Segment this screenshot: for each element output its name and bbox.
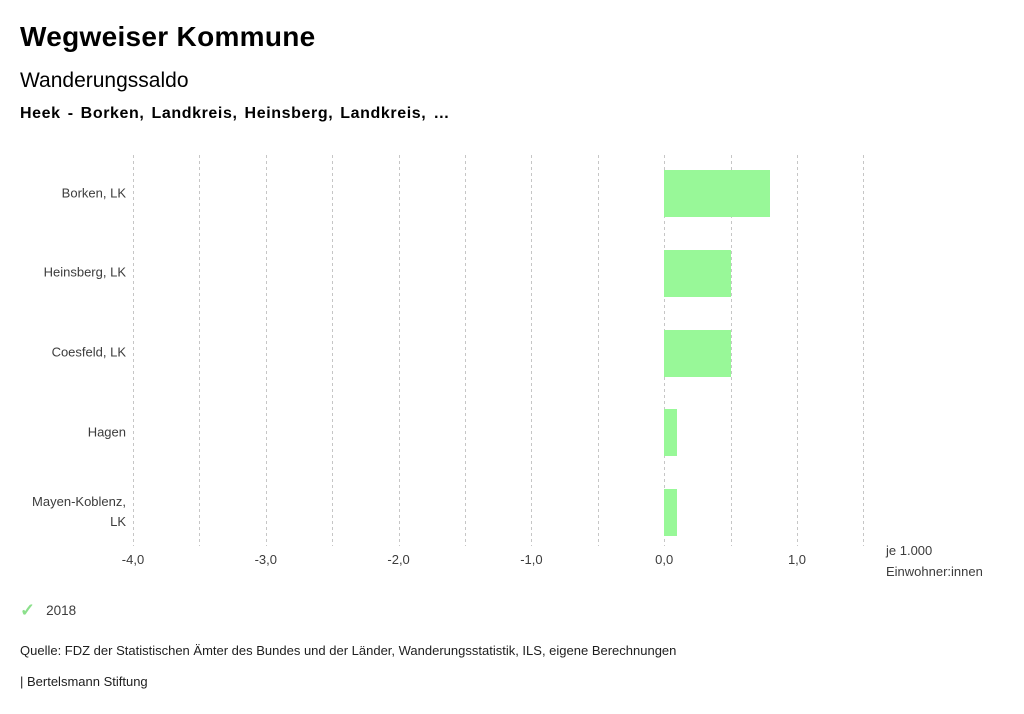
x-tick-label: 0,0 bbox=[655, 552, 674, 567]
page-title: Wegweiser Kommune bbox=[20, 21, 316, 52]
x-tick-label: 1,0 bbox=[787, 552, 807, 567]
category-label: Heinsberg, LK bbox=[43, 264, 126, 280]
x-tick-label: -2,0 bbox=[387, 552, 410, 567]
category-label: Hagen bbox=[87, 424, 126, 440]
bar[interactable] bbox=[664, 170, 771, 217]
gridline bbox=[597, 155, 599, 546]
category-label: Borken, LK bbox=[61, 185, 126, 201]
bar[interactable] bbox=[664, 409, 678, 457]
bar[interactable] bbox=[664, 329, 731, 377]
axis-unit-line-1: je 1.000 bbox=[886, 543, 933, 558]
gridline bbox=[797, 155, 798, 546]
gridline bbox=[133, 155, 134, 546]
gridline bbox=[265, 155, 267, 546]
gridline bbox=[863, 155, 865, 546]
category-label: Mayen-Koblenz, LK bbox=[32, 493, 126, 530]
category-label: Coesfeld, LK bbox=[51, 344, 126, 360]
legend-label: 2018 bbox=[46, 602, 77, 618]
x-tick-label: -4,0 bbox=[121, 552, 145, 567]
bar[interactable] bbox=[664, 489, 678, 536]
legend-item-2018[interactable]: ✓ 2018 bbox=[20, 601, 76, 619]
gridline bbox=[199, 155, 201, 546]
branding-text: | Bertelsmann Stiftung bbox=[20, 674, 148, 689]
comparison-subtitle: Heek - Borken, Landkreis, Heinsberg, Lan… bbox=[20, 105, 450, 122]
gridline bbox=[531, 155, 533, 546]
x-tick-label: -1,0 bbox=[520, 552, 543, 567]
source-text: Quelle: FDZ der Statistischen Ämter des … bbox=[20, 643, 677, 658]
axis-unit-label: je 1.000 Einwohner:innen bbox=[886, 540, 983, 582]
gridline bbox=[730, 155, 732, 546]
gridline bbox=[398, 155, 400, 546]
check-icon: ✓ bbox=[20, 600, 36, 620]
gridline bbox=[332, 155, 334, 546]
axis-unit-line-2: Einwohner:innen bbox=[886, 564, 983, 579]
x-tick-label: -3,0 bbox=[254, 552, 277, 567]
bar[interactable] bbox=[664, 249, 731, 297]
gridline bbox=[465, 155, 466, 546]
chart-title: Wanderungssaldo bbox=[20, 69, 189, 92]
